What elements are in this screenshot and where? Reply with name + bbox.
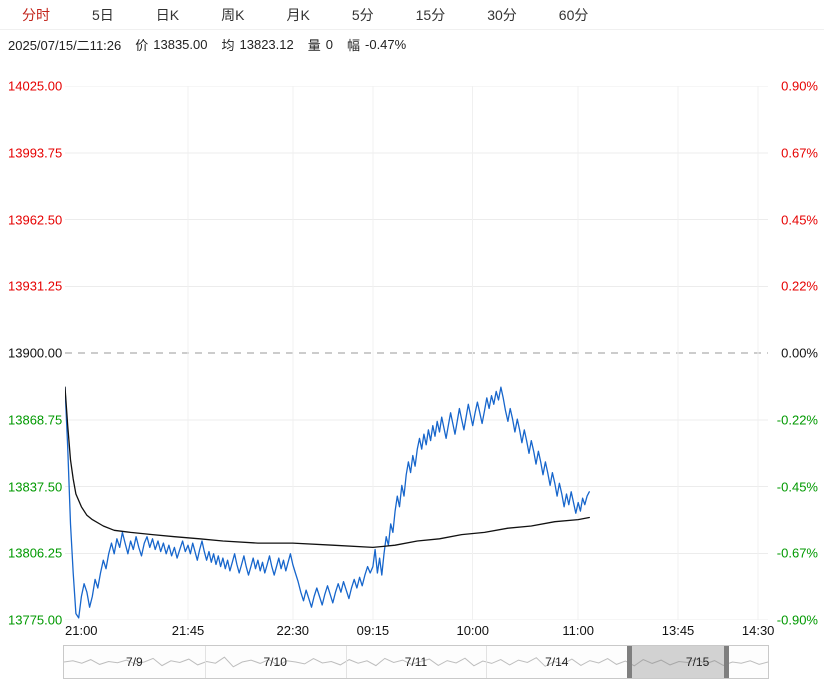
y-axis-right-label: 0.90% — [781, 78, 818, 94]
change-label: 幅 — [347, 37, 361, 53]
y-axis-left-label: 13931.25 — [8, 278, 63, 294]
y-axis-left-label: 14025.00 — [8, 78, 63, 94]
tab-5day[interactable]: 5日 — [92, 6, 114, 23]
nav-spark-path — [64, 656, 768, 668]
y-axis-left-label: 13806.25 — [8, 545, 63, 561]
navigator-thumb[interactable] — [627, 646, 730, 678]
change-value: -0.47% — [365, 36, 407, 52]
tab-fenshi[interactable]: 分时 — [22, 6, 50, 23]
price-label: 价 — [135, 37, 149, 53]
tab-15min[interactable]: 15分 — [415, 6, 446, 23]
y-axis-right-label: -0.22% — [776, 412, 818, 428]
y-axis-left-label: 13900.00 — [8, 345, 63, 361]
x-axis-label: 14:30 — [741, 623, 775, 638]
y-axis-right-label: 0.22% — [781, 278, 818, 294]
quote-datetime: 2025/07/15/二11:26 — [8, 37, 122, 53]
x-axis-label: 13:45 — [661, 623, 695, 638]
tab-5min[interactable]: 5分 — [351, 6, 374, 23]
nav-day-separator — [204, 646, 206, 678]
x-axis-label: 21:00 — [65, 623, 98, 638]
price-line — [65, 386, 590, 619]
x-axis-label: 09:15 — [356, 623, 390, 638]
nav-date-label: 7/10 — [263, 655, 287, 669]
y-axis-left-label: 13868.75 — [8, 412, 63, 428]
x-axis-label: 22:30 — [276, 623, 310, 638]
nav-date-label: 7/14 — [545, 655, 569, 669]
y-axis-right-label: -0.67% — [776, 545, 818, 561]
nav-day-separator — [486, 646, 488, 678]
average-label: 均 — [221, 37, 235, 53]
average-line — [65, 386, 590, 549]
nav-day-separator — [345, 646, 347, 678]
price-value: 13835.00 — [153, 36, 208, 52]
y-axis-left-label: 13962.50 — [8, 212, 63, 227]
y-axis-right-label: 0.00% — [781, 345, 818, 361]
y-axis-left-label: 13775.00 — [8, 612, 63, 628]
nav-date-label: 7/11 — [404, 655, 428, 669]
tab-week-k[interactable]: 周K — [221, 6, 245, 23]
y-axis-right-label: -0.45% — [776, 479, 818, 494]
volume-value: 0 — [325, 36, 333, 52]
quote-infobar: 2025/07/15/二11:26 价 13835.00 均 13823.12 … — [0, 30, 824, 58]
nav-date-label: 7/15 — [685, 655, 710, 669]
tab-60min[interactable]: 60分 — [558, 6, 589, 23]
y-axis-right-label: 0.67% — [781, 145, 818, 161]
y-axis-left-label: 13993.75 — [8, 145, 63, 161]
nav-date-label: 7/9 — [126, 655, 143, 669]
y-axis-right-label: 0.45% — [781, 212, 818, 227]
x-axis-label: 21:45 — [171, 623, 205, 638]
y-axis-left-label: 13837.50 — [8, 479, 63, 494]
tab-month-k[interactable]: 月K — [286, 6, 310, 23]
period-tabbar: 分时 5日 日K 周K 月K 5分 15分 30分 60分 — [0, 0, 824, 30]
date-navigator[interactable]: 7/9 7/10 7/11 7/14 7/15 — [63, 645, 769, 679]
tab-30min[interactable]: 30分 — [487, 6, 517, 23]
average-value: 13823.12 — [239, 36, 294, 52]
x-axis-label: 10:00 — [456, 623, 490, 638]
nav-sparkline — [64, 656, 768, 668]
y-axis-right-label: -0.90% — [776, 612, 818, 628]
volume-label: 量 — [307, 37, 321, 53]
plot-svg[interactable] — [65, 86, 768, 620]
x-axis-label: 11:00 — [562, 623, 594, 638]
tab-day-k[interactable]: 日K — [155, 6, 180, 23]
